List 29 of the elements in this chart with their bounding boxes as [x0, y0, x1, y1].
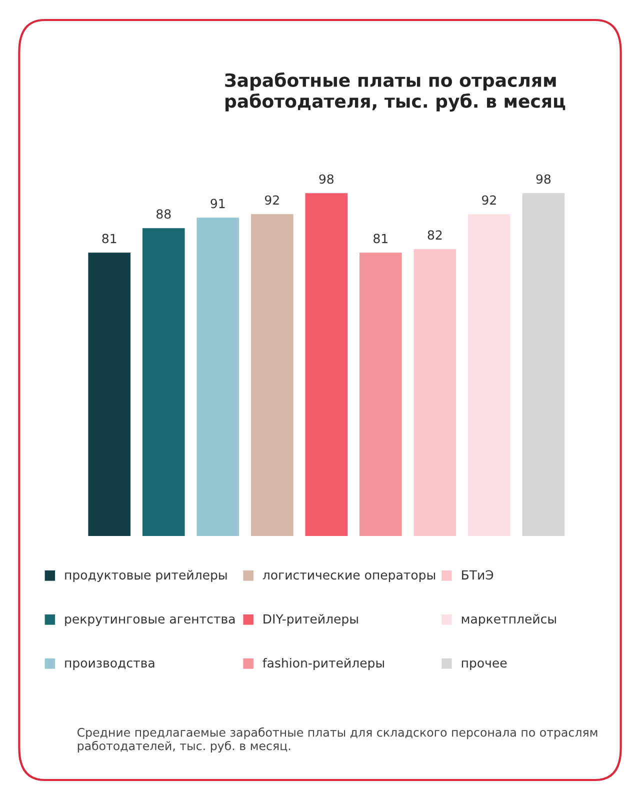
text: логистические операторы	[262, 572, 436, 582]
text: продуктовые ритейлеры	[65, 570, 227, 582]
text: производства	[65, 660, 154, 670]
bar	[88, 252, 131, 536]
bar	[305, 193, 348, 536]
text: БТиЭ	[462, 570, 494, 580]
data-label: 82	[428, 230, 442, 240]
bar	[414, 249, 456, 536]
data-label: 91	[210, 198, 225, 208]
bar	[142, 228, 185, 536]
data-label: 88	[156, 209, 171, 219]
bar	[360, 252, 402, 536]
data-label: 98	[536, 174, 551, 184]
text: DIY-ритейлеры	[264, 614, 358, 626]
text: Средние предлагаемые заработные платы для складского персонала по отраслям работодателей, тыс. руб. в месяц.	[77, 727, 598, 753]
bar	[196, 218, 240, 536]
text: прочее	[462, 660, 507, 670]
bar	[522, 193, 565, 536]
text: fashion-ритейлеры	[262, 658, 384, 670]
bar	[250, 214, 294, 536]
data-label: 92	[482, 195, 496, 205]
data-label: 81	[102, 234, 116, 244]
data-label: 98	[319, 174, 334, 184]
text: маркетплейсы	[462, 614, 556, 626]
bar	[468, 214, 510, 536]
data-label: 81	[374, 234, 388, 244]
data-label: 92	[264, 195, 279, 205]
chart-title: Заработные платы по отраслям работодателя, тыс. руб. в месяц	[225, 72, 566, 112]
text: рекрутинговые агентства	[65, 616, 235, 626]
